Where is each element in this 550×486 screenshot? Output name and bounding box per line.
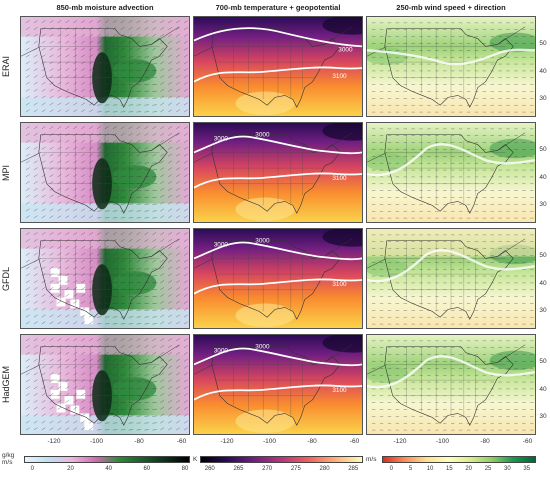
map-figure (367, 229, 535, 328)
longitude-tick: -100 (262, 438, 276, 445)
colorbar-unit-moisture: g/kg m/s (2, 452, 16, 466)
longitude-tick: -100 (435, 438, 449, 445)
contour-label: 3000 (214, 242, 229, 249)
wind-map-mpi (366, 122, 536, 223)
colorbar-tick: 30 (504, 466, 511, 472)
colorbar-tick: 80 (181, 466, 189, 472)
contour-label: 3100 (332, 175, 347, 182)
contour-label: 3100 (332, 387, 347, 394)
map-figure (21, 17, 189, 116)
colorbar-temperature (200, 456, 363, 463)
colorbar-tick: 20 (67, 466, 74, 472)
moisture-map-gfdl (20, 228, 190, 329)
latitude-tick: 50 (539, 146, 547, 154)
map-figure: 3000 3100 (194, 17, 362, 116)
colorbar-tick: 275 (290, 466, 301, 472)
contour-label: 3100 (332, 73, 347, 80)
contour-label: 3000 (214, 348, 229, 355)
longitude-tick: -60 (176, 438, 187, 445)
colorbar-tick: 10 (426, 466, 434, 472)
colorbar-tick: 0 (30, 466, 34, 472)
latitude-tick: 50 (539, 40, 547, 48)
colorbar-tick: 270 (262, 466, 273, 472)
latitude-tick: 50 (539, 358, 547, 366)
column-title-wind: 250-mb wind speed + direction (396, 3, 506, 12)
colorbar-wind (382, 456, 536, 463)
colorbar-tick: 35 (523, 466, 531, 472)
colorbar-tick: 260 (204, 466, 215, 472)
row-label-mpi: MPI (1, 164, 11, 181)
wind-map-hadgem (366, 334, 536, 435)
contour-label: 3100 (332, 281, 347, 288)
colorbar-tick: 20 (465, 466, 473, 472)
contour-label: 3000 (255, 238, 270, 245)
latitude-tick: 40 (539, 67, 547, 75)
longitude-tick: -120 (220, 438, 234, 445)
temperature-map-hadgem: 3000 3000 3100 (193, 334, 363, 435)
map-figure (367, 335, 535, 434)
colorbar-tick: 25 (484, 466, 492, 472)
colorbar-tick: 5 (408, 466, 413, 472)
temperature-map-erai: 3000 3100 (193, 16, 363, 117)
contour-label: 3000 (338, 46, 353, 53)
moisture-map-hadgem (20, 334, 190, 435)
map-figure: 3000 3000 3100 (194, 123, 362, 222)
row-label-hadgem: HadGEM (1, 366, 11, 404)
longitude-tick: -60 (522, 438, 533, 445)
colorbar-tick: 265 (233, 466, 244, 472)
longitude-tick: -80 (480, 438, 490, 445)
column-title-temperature: 700-mb temperature + geopotential (215, 3, 341, 12)
longitude-tick: -120 (47, 438, 61, 445)
map-figure (367, 17, 535, 116)
colorbar-unit-wind: m/s (366, 456, 377, 463)
latitude-tick: 40 (539, 279, 547, 287)
latitude-tick: 40 (539, 173, 547, 181)
latitude-tick: 30 (539, 94, 547, 102)
contour-label: 3000 (255, 344, 270, 351)
map-figure: 3000 3000 3100 (194, 229, 362, 328)
latitude-tick: 30 (539, 412, 547, 420)
colorbar-tick: 40 (105, 466, 112, 472)
longitude-tick: -80 (307, 438, 317, 445)
map-figure (21, 229, 189, 328)
colorbar-tick: 15 (445, 466, 453, 472)
map-figure (367, 123, 535, 222)
moisture-map-erai (20, 16, 190, 117)
colorbar-moisture (24, 456, 190, 463)
latitude-tick: 30 (539, 200, 547, 208)
contour-label: 3000 (255, 132, 270, 139)
temperature-map-gfdl: 3000 3000 3100 (193, 228, 363, 329)
moisture-map-mpi (20, 122, 190, 223)
latitude-tick: 30 (539, 306, 547, 314)
longitude-tick: -60 (349, 438, 360, 445)
longitude-tick: -80 (134, 438, 144, 445)
longitude-tick: -100 (89, 438, 103, 445)
colorbar-unit-temperature: K (193, 456, 198, 463)
colorbar-tick: 280 (319, 466, 330, 472)
row-label-gfdl: GFDL (1, 266, 11, 291)
longitude-tick: -120 (393, 438, 407, 445)
contour-label: 3000 (214, 136, 229, 143)
map-figure (21, 123, 189, 222)
colorbar-tick: 285 (348, 466, 359, 472)
temperature-map-mpi: 3000 3000 3100 (193, 122, 363, 223)
wind-map-gfdl (366, 228, 536, 329)
latitude-tick: 50 (539, 252, 547, 260)
row-label-erai: ERAI (1, 56, 11, 78)
colorbar-tick: 0 (389, 466, 393, 472)
latitude-tick: 40 (539, 385, 547, 393)
column-title-moisture: 850-mb moisture advection (56, 3, 154, 12)
map-figure (21, 335, 189, 434)
wind-map-erai (366, 16, 536, 117)
colorbar-tick: 60 (143, 466, 151, 472)
map-figure: 3000 3000 3100 (194, 335, 362, 434)
